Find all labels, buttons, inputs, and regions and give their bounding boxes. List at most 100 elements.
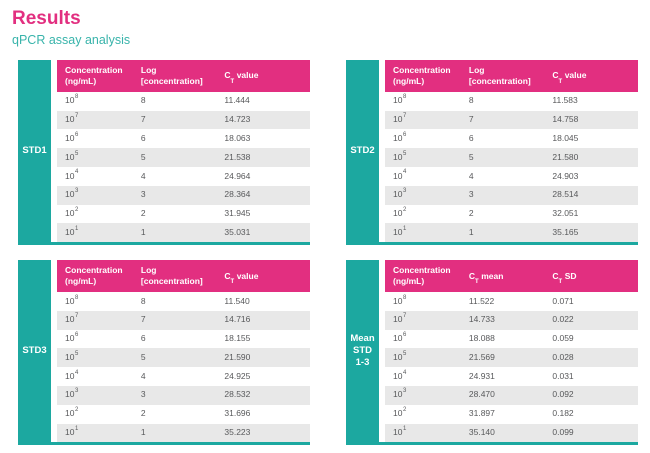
table-row: 102 2 32.051: [385, 204, 638, 224]
table-row: 107 7 14.716: [57, 310, 310, 330]
table-row: 104 4 24.925: [57, 367, 310, 386]
concentration-cell: 107: [57, 311, 133, 330]
page-title: Results: [12, 8, 81, 29]
log-cell: 5: [468, 151, 474, 162]
column-header-ct-value: CTvalue: [544, 59, 638, 92]
concentration-base: 10: [65, 132, 75, 143]
concentration-cell: 108: [385, 92, 461, 111]
table-std1-side-label: STD1: [18, 59, 51, 243]
concentration-base: 10: [65, 351, 75, 362]
concentration-cell: 107: [385, 111, 461, 130]
log-cell: 6: [140, 333, 146, 344]
ct-subscript: T: [558, 278, 563, 285]
concentration-base: 10: [65, 189, 75, 200]
header-line: (ng/mL): [393, 75, 425, 86]
concentration-base: 10: [65, 427, 75, 438]
table-row: 105 5 21.580: [385, 148, 638, 167]
log-cell: 5: [140, 351, 146, 362]
concentration-base: 10: [393, 170, 403, 181]
header-line: Concentration: [65, 64, 123, 75]
ct-cell: 14.723: [224, 114, 251, 125]
concentration-cell: 101: [385, 424, 461, 443]
log-cell: 2: [140, 408, 146, 419]
table-row: 104 24.931 0.031: [385, 367, 638, 386]
log-cell: 8: [468, 95, 474, 106]
log-cell: 6: [468, 132, 474, 143]
concentration-base: 10: [393, 208, 403, 219]
concentration-cell: 105: [57, 148, 133, 167]
header-line: [concentration]: [468, 75, 531, 86]
concentration-cell: 105: [385, 148, 461, 167]
column-header-log: Log [concentration]: [460, 59, 545, 92]
table-row: 101 1 35.165: [385, 223, 638, 243]
table-std1-body: 108 8 11.444 107 7 14.723 106 6 18.063 105 5 21.538…: [57, 91, 310, 243]
concentration-exponent: 5: [402, 350, 407, 357]
concentration-base: 10: [65, 408, 75, 419]
table-row: 106 18.088 0.059: [385, 329, 638, 349]
table-row: 103 3 28.514: [385, 185, 638, 205]
page-subtitle: qPCR assay analysis: [12, 32, 131, 47]
ct-symbol: C: [552, 70, 559, 81]
concentration-base: 10: [65, 370, 75, 381]
concentration-exponent: 4: [402, 169, 407, 176]
table-std3-side-label: STD3: [18, 260, 51, 443]
table-row: 103 28.470 0.092: [385, 385, 638, 405]
ct-cell: 28.514: [552, 189, 579, 200]
concentration-base: 10: [393, 389, 403, 400]
concentration-cell: 106: [385, 129, 461, 148]
concentration-exponent: 2: [74, 407, 79, 414]
concentration-cell: 108: [57, 292, 133, 311]
mean-cell: 24.931: [468, 370, 495, 381]
concentration-cell: 105: [385, 348, 461, 367]
header-row: Concentration (ng/mL) Log [concentration] …: [57, 260, 310, 293]
ct-cell: 31.945: [224, 208, 251, 219]
header-word: value: [236, 270, 259, 281]
table-row: 108 8 11.540: [57, 292, 310, 311]
ct-subscript: T: [475, 278, 479, 285]
mean-cell: 14.733: [468, 314, 495, 325]
ct-cell: 18.063: [224, 132, 251, 143]
table-row: 107 14.733 0.022: [385, 310, 638, 330]
ct-cell: 35.031: [224, 226, 251, 237]
log-cell: 1: [140, 226, 146, 237]
column-header-concentration: Concentration (ng/mL): [385, 59, 461, 92]
concentration-cell: 106: [57, 330, 133, 349]
header-line: Concentration: [393, 265, 451, 276]
table-row: 102 2 31.696: [57, 404, 310, 424]
concentration-exponent: 4: [402, 369, 407, 376]
ct-symbol: C: [224, 270, 231, 281]
concentration-cell: 101: [57, 223, 133, 242]
sd-cell: 0.092: [552, 389, 574, 400]
column-header-concentration: Concentration (ng/mL): [57, 260, 133, 293]
concentration-exponent: 3: [74, 188, 79, 195]
concentration-exponent: 3: [402, 188, 407, 195]
table-row: 103 3 28.364: [57, 185, 310, 205]
log-cell: 2: [140, 208, 146, 219]
header-row: Concentration (ng/mL) Log [concentration] …: [57, 59, 310, 92]
table-row: 108 8 11.583: [385, 91, 638, 111]
ct-subscript: T: [230, 78, 235, 85]
concentration-base: 10: [65, 295, 75, 306]
ct-cell: 35.165: [552, 226, 579, 237]
table-std2-data: Concentration (ng/mL) Log [concentration] …: [385, 59, 638, 243]
concentration-cell: 102: [57, 405, 133, 424]
table-row: 108 8 11.444: [57, 91, 310, 111]
header-word: value: [564, 70, 587, 81]
table-row: 101 1 35.031: [57, 223, 310, 243]
concentration-cell: 104: [385, 367, 461, 386]
table-std1: STD1 Concentration (ng/mL) Log [concentrat…: [18, 59, 310, 246]
log-cell: 7: [140, 314, 146, 325]
concentration-base: 10: [65, 151, 75, 162]
concentration-base: 10: [393, 427, 403, 438]
concentration-cell: 102: [57, 205, 133, 224]
log-cell: 8: [140, 95, 146, 106]
ct-cell: 21.590: [224, 351, 251, 362]
concentration-cell: 102: [385, 205, 461, 224]
ct-cell: 11.583: [552, 95, 578, 106]
concentration-exponent: 8: [74, 94, 79, 101]
mean-cell: 35.140: [468, 427, 495, 438]
mean-cell: 18.088: [468, 333, 495, 344]
concentration-cell: 103: [385, 186, 461, 205]
ct-cell: 18.155: [224, 333, 251, 344]
concentration-exponent: 7: [74, 113, 79, 120]
